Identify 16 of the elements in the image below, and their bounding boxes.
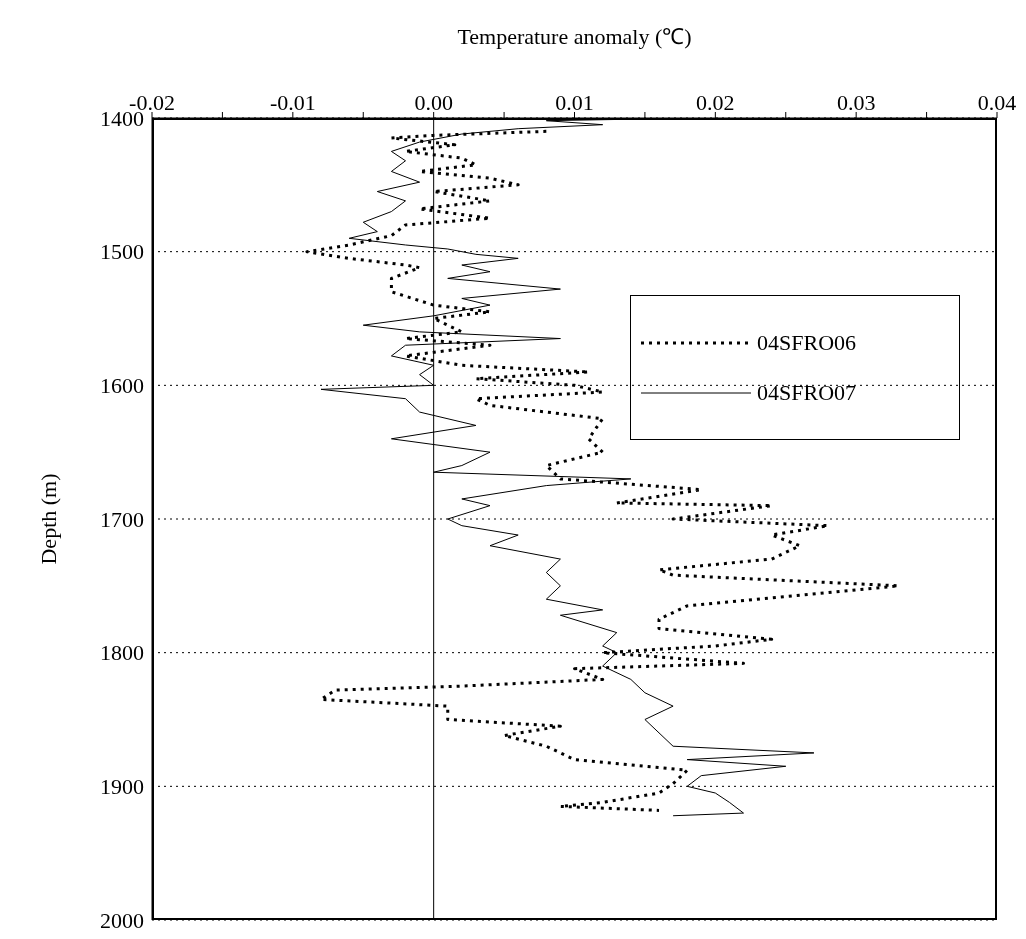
- legend-label: 04SFRO06: [757, 330, 857, 356]
- y-tick-label: 1700: [100, 506, 144, 532]
- x-tick-label: 0.04: [977, 90, 1017, 115]
- y-tick-label: 1500: [100, 239, 144, 265]
- x-tick-label: 0.01: [555, 90, 594, 115]
- y-tick-label: 1800: [100, 640, 144, 666]
- x-tick-label: 0.02: [696, 90, 735, 115]
- x-tick-label: 0.00: [414, 90, 453, 115]
- x-axis-title: Temperature anomaly (℃): [457, 23, 692, 49]
- y-tick-label: 1900: [100, 774, 144, 800]
- x-tick-label: -0.01: [269, 90, 316, 115]
- x-tick-label: 0.03: [836, 90, 876, 115]
- y-axis-title: Depth (m): [35, 473, 61, 565]
- legend-label: 04SFRO07: [757, 380, 857, 406]
- y-tick-label: 1600: [100, 373, 144, 399]
- y-tick-label: 2000: [100, 907, 144, 933]
